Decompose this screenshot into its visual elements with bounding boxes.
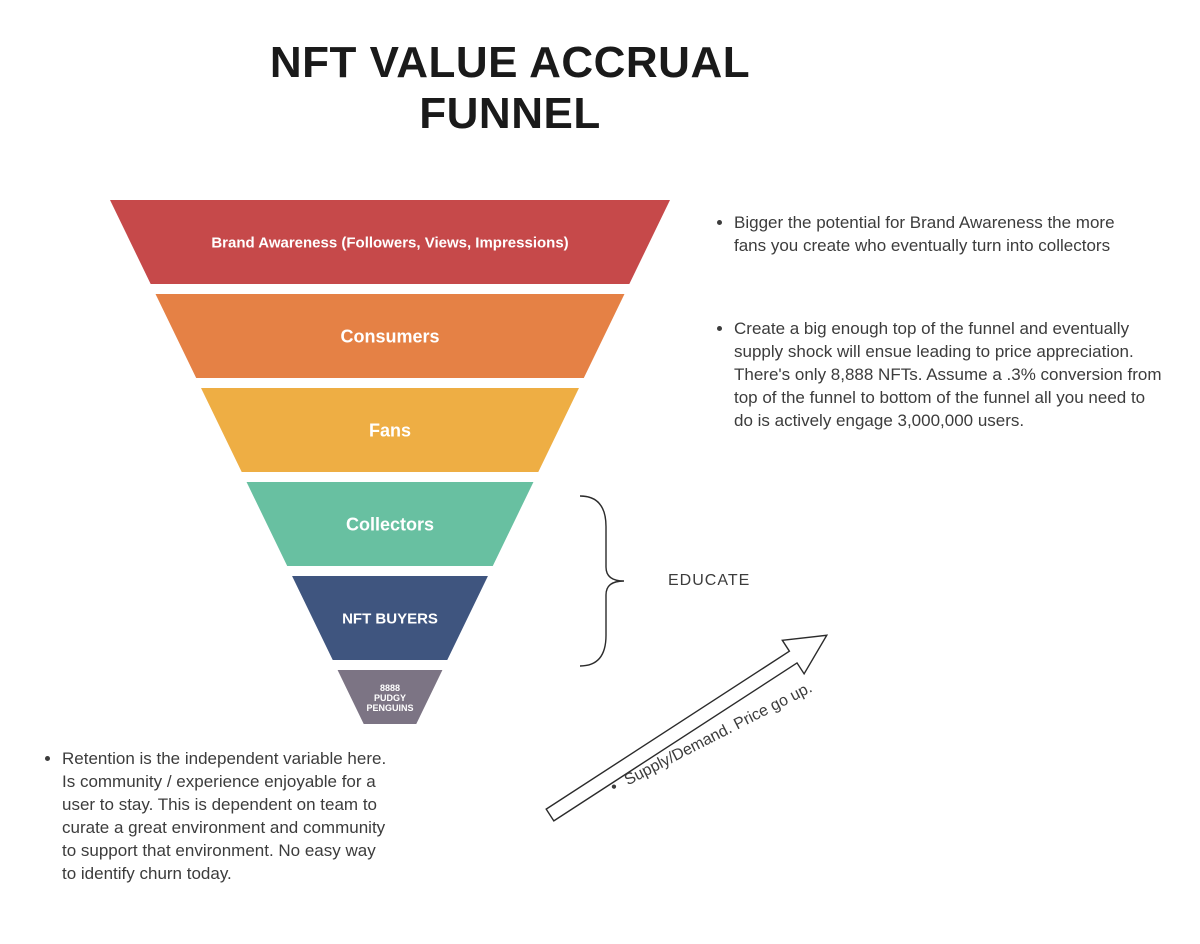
trend-arrow <box>530 570 910 850</box>
funnel-stage-label: NFT BUYERS <box>342 610 438 627</box>
annotation-mid-right: Create a big enough top of the funnel an… <box>714 318 1164 439</box>
annotation-top-right: Bigger the potential for Brand Awareness… <box>714 212 1144 264</box>
funnel-stage-label: Collectors <box>346 514 434 534</box>
annotation-mid-right-text: Create a big enough top of the funnel an… <box>734 318 1164 433</box>
funnel-stage-label: Brand Awareness (Followers, Views, Impre… <box>211 234 568 251</box>
funnel-stage-label: Consumers <box>340 326 439 346</box>
annotation-bottom-left: Retention is the independent variable he… <box>42 748 392 892</box>
annotation-bottom-left-text: Retention is the independent variable he… <box>62 748 392 886</box>
funnel-stage-label: Fans <box>369 420 411 440</box>
annotation-top-right-text: Bigger the potential for Brand Awareness… <box>734 212 1144 258</box>
page-title: NFT VALUE ACCRUAL FUNNEL <box>260 38 760 139</box>
